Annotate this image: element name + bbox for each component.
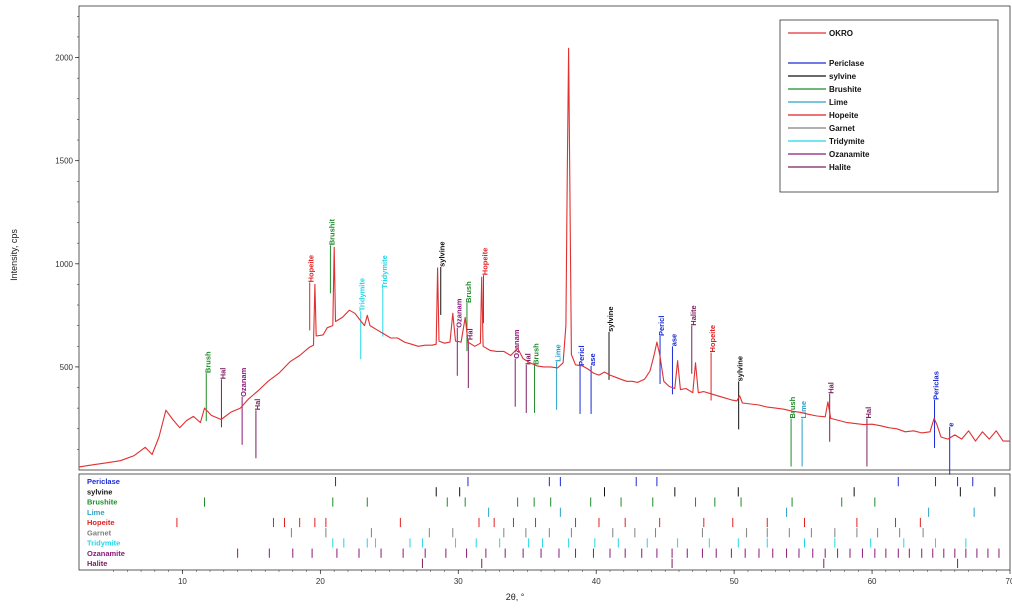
peak-label: ase — [588, 353, 597, 366]
peak-label: sylvine — [438, 241, 447, 266]
peak-label: Hopeite — [307, 255, 316, 283]
x-tick-label: 50 — [730, 577, 739, 586]
reference-phase-label: Ozanamite — [87, 549, 125, 558]
plot-frame — [78, 5, 1011, 471]
reference-phase-label: Tridymite — [87, 539, 120, 548]
x-tick-label: 40 — [592, 577, 601, 586]
peak-label: Periclas — [932, 371, 941, 400]
peak-label: Brush — [203, 351, 212, 373]
peak-label: Halite — [689, 305, 698, 325]
peak-label: Brushit — [327, 219, 336, 246]
peak-label: Brush — [464, 281, 473, 303]
peak-label: Hal — [218, 368, 227, 380]
legend-entry: Halite — [829, 163, 851, 172]
x-axis-label: 2θ, ° — [506, 592, 525, 602]
legend-box — [779, 19, 999, 193]
reference-phase-label: Lime — [87, 508, 105, 517]
peak-label: Tridymite — [380, 255, 389, 288]
legend-entry: Brushite — [829, 85, 862, 94]
series-layer — [78, 47, 1010, 468]
legend-entry: Hopeite — [829, 111, 859, 120]
x-tick-label: 20 — [316, 577, 325, 586]
y-axis-label: Intensity, cps — [9, 229, 19, 281]
peak-label: Ozanam — [512, 329, 521, 359]
legend-entry: Ozanamite — [829, 150, 870, 159]
legend: OKRO Periclase sylvine Brushite Lime Hopeite G… — [779, 19, 999, 193]
peak-label: Lime — [554, 344, 563, 362]
legend-entry: Lime — [829, 98, 848, 107]
reference-phase-label: Brushite — [87, 498, 117, 507]
peak-label: e — [947, 423, 956, 427]
reference-phase-label: Halite — [87, 559, 107, 568]
legend-entry: OKRO — [829, 29, 853, 38]
axes-layer: 500 1000 1500 2000 10 20 30 40 50 60 70 — [55, 5, 1012, 586]
peak-label: Hopeite — [708, 325, 717, 353]
peak-label: Hal — [465, 328, 474, 340]
peak-label: sylvine — [736, 356, 745, 381]
y-tick-label: 500 — [60, 363, 74, 372]
peak-label: Hopeite — [481, 248, 490, 276]
x-tick-label: 60 — [868, 577, 877, 586]
peak-label: Lime — [799, 401, 808, 419]
reference-phase-label: Hopeite — [87, 518, 115, 527]
peak-label: Hal — [523, 353, 532, 365]
peak-label: Tridymite — [358, 278, 367, 311]
legend-entry: sylvine — [829, 72, 857, 81]
peak-label: Pericl — [577, 345, 586, 365]
peak-label: ase — [670, 334, 679, 347]
series-line-okro — [78, 47, 1010, 468]
peak-label: Pericl — [657, 316, 666, 336]
peak-label: Hal — [827, 382, 836, 394]
peak-label: Ozanam — [239, 367, 248, 397]
reference-phase-label: sylvine — [87, 487, 112, 496]
peak-label: Hal — [253, 399, 262, 411]
y-tick-label: 1500 — [55, 157, 73, 166]
reference-phase-label: Garnet — [87, 528, 112, 537]
legend-entry: Tridymite — [829, 137, 865, 146]
peak-label: Brush — [788, 396, 797, 418]
y-tick-label: 2000 — [55, 54, 73, 63]
x-tick-label: 30 — [454, 577, 463, 586]
reference-phase-label: Periclase — [87, 477, 120, 486]
peak-label: Ozanam — [454, 298, 463, 328]
peak-label: Hal — [864, 407, 873, 419]
peak-label: sylvine — [606, 306, 615, 331]
reference-frame — [78, 473, 1011, 571]
peak-label: Brush — [532, 343, 541, 365]
x-tick-label: 70 — [1006, 577, 1012, 586]
legend-entry: Garnet — [829, 124, 855, 133]
x-tick-label: 10 — [178, 577, 187, 586]
legend-entry: Periclase — [829, 59, 865, 68]
y-tick-label: 1000 — [55, 260, 73, 269]
